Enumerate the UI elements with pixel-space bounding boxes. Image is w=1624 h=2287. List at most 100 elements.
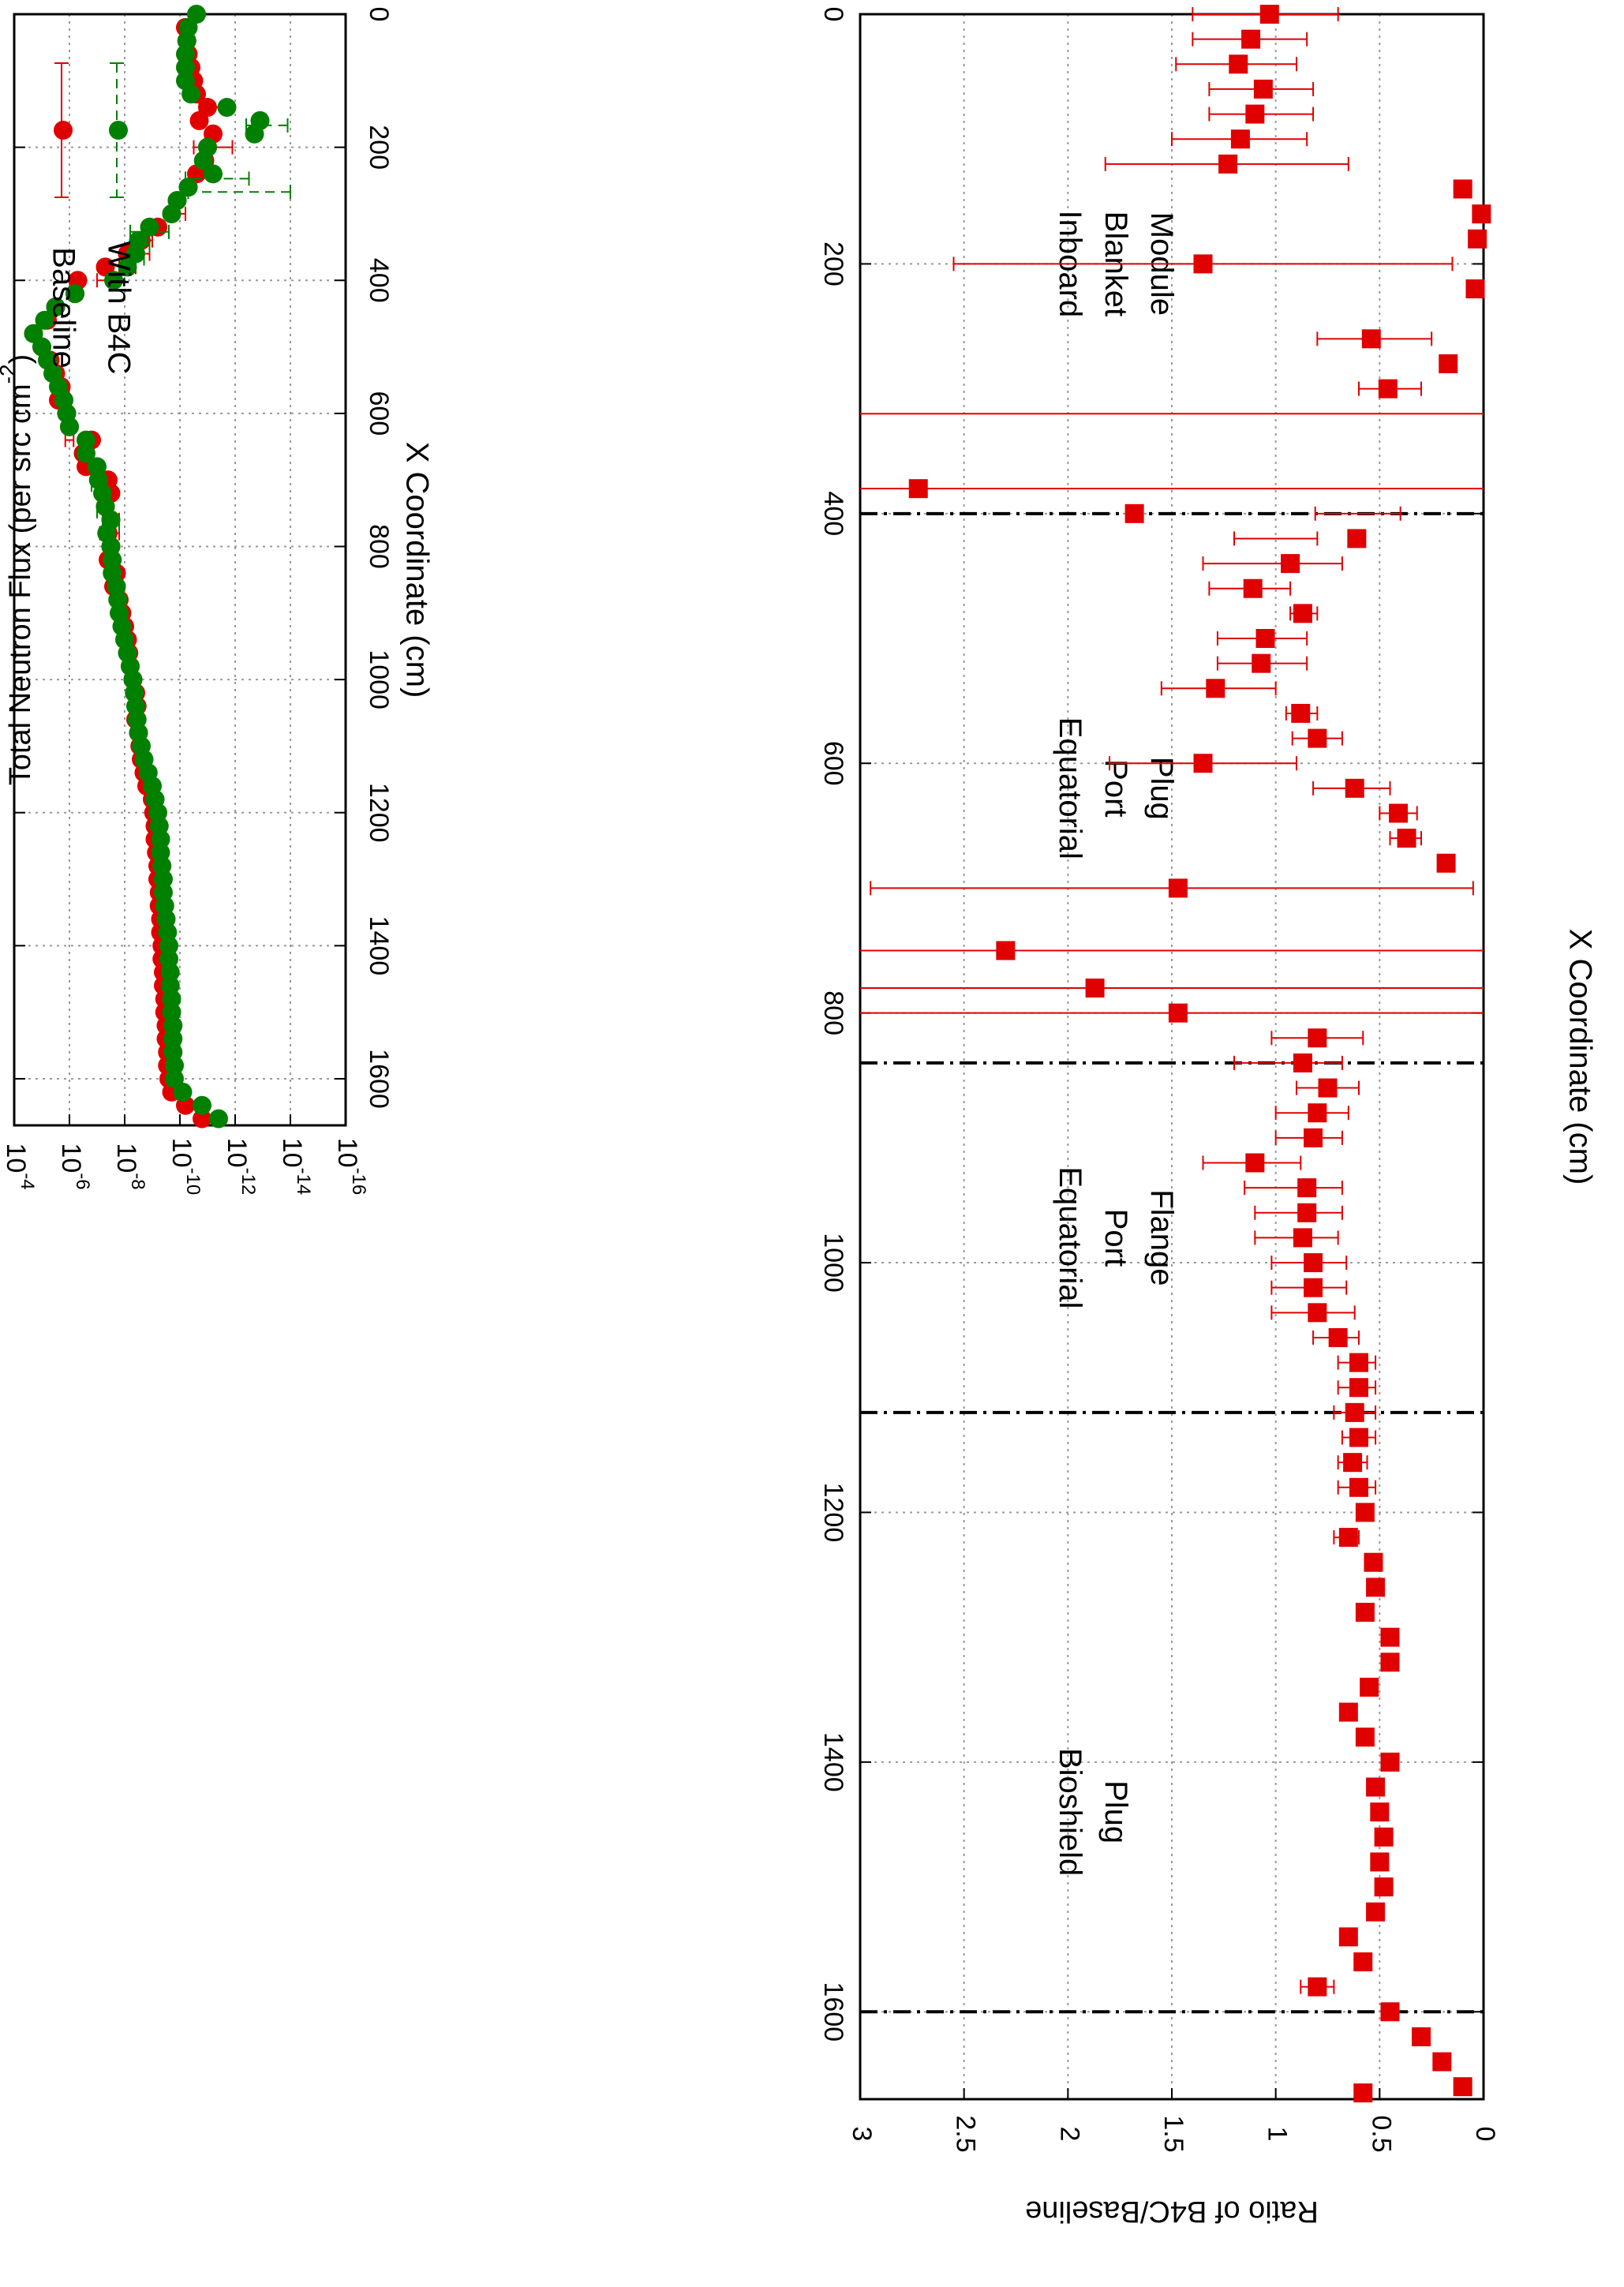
data-point <box>1318 1078 1338 1098</box>
data-point <box>1380 1627 1400 1647</box>
data-point <box>1361 329 1381 349</box>
data-point <box>154 870 173 889</box>
data-point <box>1370 1802 1390 1822</box>
data-point <box>1353 1952 1373 1971</box>
legend-marker <box>54 121 73 140</box>
y-tick-label: 2.5 <box>951 2115 981 2152</box>
x-tick-label: 400 <box>364 258 394 303</box>
data-point <box>103 550 122 570</box>
data-point <box>181 84 200 104</box>
data-point <box>163 1016 183 1035</box>
ratio-plot: 0 200 400 600 800 1000 1200 1400 1600 0 0.5 1 1.5 2 2.… <box>818 5 1597 2228</box>
data-point <box>1338 1702 1358 1722</box>
x-tick-label: 200 <box>364 125 394 170</box>
legend-label-baseline: Baseline <box>46 247 80 368</box>
data-point <box>996 941 1016 960</box>
y-tick-label: 1 <box>1263 2127 1293 2142</box>
x-tick-label: 1200 <box>364 783 394 843</box>
data-point <box>1168 878 1188 898</box>
data-point <box>1349 1428 1368 1447</box>
data-point <box>1468 229 1487 249</box>
legend-marker <box>109 121 128 140</box>
x-tick-label: 1400 <box>818 1732 848 1792</box>
data-point <box>118 257 137 277</box>
data-point <box>217 98 237 118</box>
series-ratio <box>860 5 1491 2103</box>
legend-label-with-b4c: With B4C <box>101 241 136 375</box>
data-point <box>193 151 213 170</box>
y-tick-label: 10-6 <box>56 1143 93 1189</box>
data-point <box>1308 1977 1327 1997</box>
data-point <box>1230 129 1250 149</box>
data-point <box>1252 653 1271 673</box>
data-point <box>1085 978 1105 998</box>
data-point <box>1345 1402 1364 1422</box>
data-point <box>151 829 170 849</box>
data-point <box>1412 2027 1431 2046</box>
data-point <box>1347 529 1367 548</box>
data-point <box>1206 679 1225 698</box>
data-point <box>1241 29 1261 49</box>
label-equatorial-port-flange: Equatorial Port Flange <box>1053 1166 1179 1308</box>
flux-plot: 0 200 400 600 800 1000 1200 1400 1600 10-16 10-14 1… <box>0 5 434 1195</box>
data-point <box>1349 1477 1368 1497</box>
data-point <box>162 204 181 223</box>
data-point <box>163 1029 183 1049</box>
data-point <box>1293 1053 1312 1072</box>
data-point <box>1308 1028 1327 1048</box>
data-point <box>1291 703 1311 723</box>
data-point <box>189 110 209 130</box>
data-point <box>1168 1003 1188 1023</box>
data-point <box>1380 1752 1400 1772</box>
data-point <box>1304 1278 1323 1297</box>
data-point <box>1453 2077 1472 2097</box>
data-point <box>1245 1153 1265 1173</box>
region-label-line: Flange <box>1144 1189 1179 1286</box>
data-point <box>1364 1552 1383 1572</box>
x-tick-label: 600 <box>364 391 394 436</box>
series-with-b4c <box>24 5 291 1129</box>
data-point <box>193 1095 211 1115</box>
region-label-line: Bioshield <box>1053 1748 1087 1876</box>
data-point <box>1338 1528 1358 1548</box>
data-point <box>204 164 223 184</box>
data-point <box>193 1109 211 1129</box>
region-label-line: Equatorial <box>1053 1166 1087 1308</box>
region-label-line: Port <box>1098 1209 1133 1267</box>
data-point <box>1378 379 1398 399</box>
data-point <box>1308 1303 1327 1323</box>
data-point <box>35 310 54 330</box>
region-label-line: Plug <box>1098 1780 1133 1843</box>
data-point <box>1293 1228 1312 1248</box>
data-point <box>160 963 180 983</box>
y-tick-label: 1.5 <box>1158 2115 1188 2152</box>
data-point <box>173 1082 193 1102</box>
x-tick-label: 1000 <box>818 1233 848 1293</box>
y-tick-label: 3 <box>847 2127 877 2142</box>
data-point <box>1439 354 1458 373</box>
data-point <box>1229 54 1248 74</box>
data-point <box>1304 1128 1323 1147</box>
data-point <box>1453 179 1472 199</box>
region-label-line: Port <box>1098 759 1133 817</box>
data-point <box>1243 578 1263 598</box>
x-tick-label: 800 <box>364 524 394 569</box>
data-point <box>1345 778 1364 798</box>
data-point <box>1308 1103 1327 1123</box>
data-point <box>1328 1327 1348 1347</box>
data-point <box>1389 803 1409 823</box>
data-point <box>1218 154 1238 174</box>
data-point <box>1380 1653 1400 1672</box>
data-point <box>1259 5 1279 24</box>
data-point <box>104 271 123 290</box>
data-point <box>77 444 95 463</box>
data-point <box>1355 1603 1375 1623</box>
data-point <box>1366 1777 1386 1797</box>
data-point <box>1343 1453 1363 1473</box>
data-point <box>178 178 198 197</box>
x-tick-label: 600 <box>818 741 848 786</box>
data-point <box>77 430 95 450</box>
data-point <box>1255 629 1275 649</box>
data-point <box>1349 1378 1368 1398</box>
